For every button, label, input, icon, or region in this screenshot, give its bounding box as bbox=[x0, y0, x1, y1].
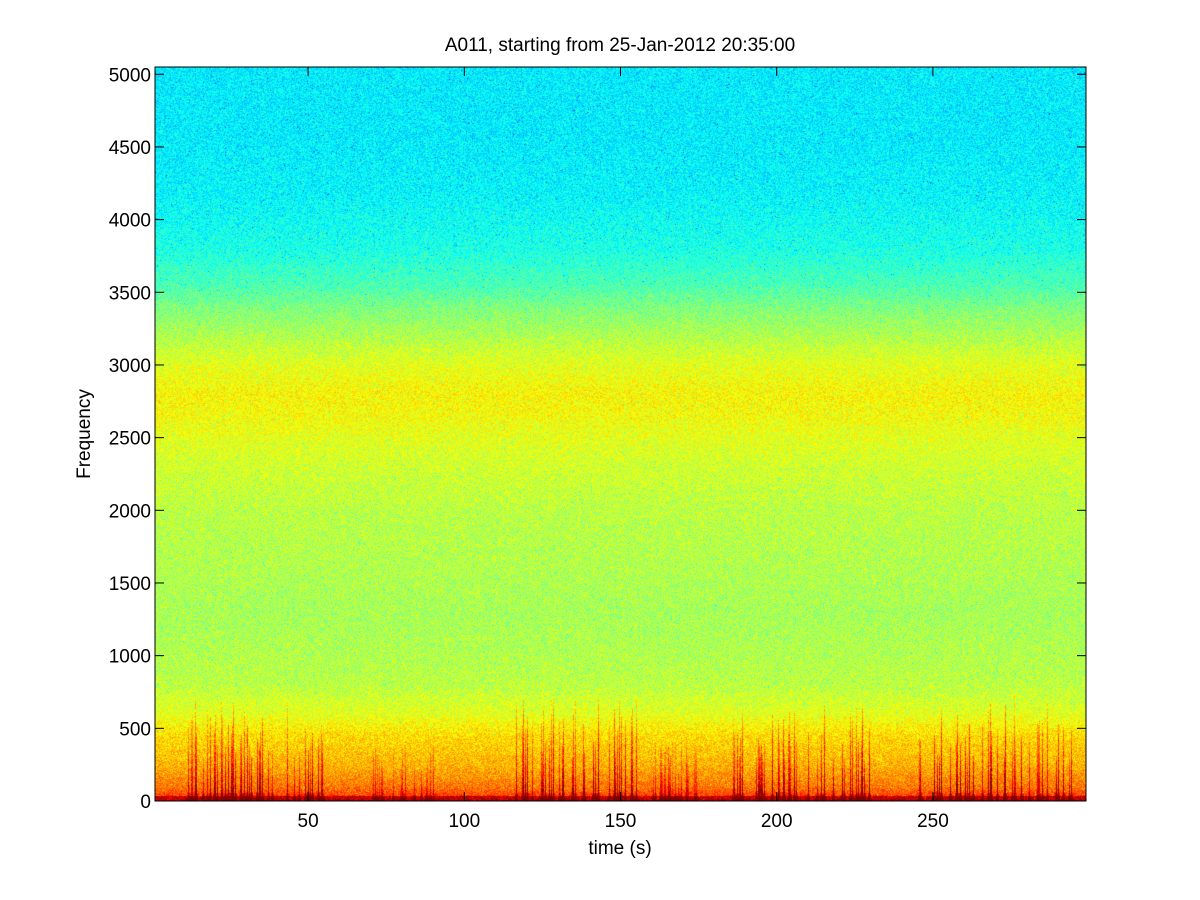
y-tick-label: 500 bbox=[119, 719, 151, 740]
plot-area bbox=[155, 67, 1086, 801]
y-tick-label: 3000 bbox=[109, 356, 151, 377]
y-axis-label: Frequency bbox=[74, 389, 95, 479]
x-tick-label: 50 bbox=[298, 811, 319, 832]
y-tick-label: 3500 bbox=[109, 283, 151, 304]
y-tick-label: 0 bbox=[140, 792, 151, 813]
x-axis-label: time (s) bbox=[588, 838, 651, 859]
y-tick-label: 1000 bbox=[109, 647, 151, 668]
y-tick-label: 4500 bbox=[109, 138, 151, 159]
x-tick-label: 150 bbox=[605, 811, 637, 832]
x-axis: 50 100 150 200 250 bbox=[298, 67, 949, 832]
y-tick-label: 1500 bbox=[109, 574, 151, 595]
x-tick-label: 200 bbox=[761, 811, 793, 832]
x-tick-label: 250 bbox=[917, 811, 949, 832]
y-tick-label: 4000 bbox=[109, 211, 151, 232]
y-axis: 0 500 1000 1500 2000 2500 3000 3500 4000 4500 5000 bbox=[109, 65, 1086, 813]
y-tick-label: 2000 bbox=[109, 501, 151, 522]
y-tick-label: 2500 bbox=[109, 429, 151, 450]
x-tick-label: 100 bbox=[448, 811, 480, 832]
y-tick-label: 5000 bbox=[109, 65, 151, 86]
chart-title: A011, starting from 25-Jan-2012 20:35:00 bbox=[445, 35, 795, 56]
spectrogram-heatmap bbox=[155, 67, 1086, 801]
